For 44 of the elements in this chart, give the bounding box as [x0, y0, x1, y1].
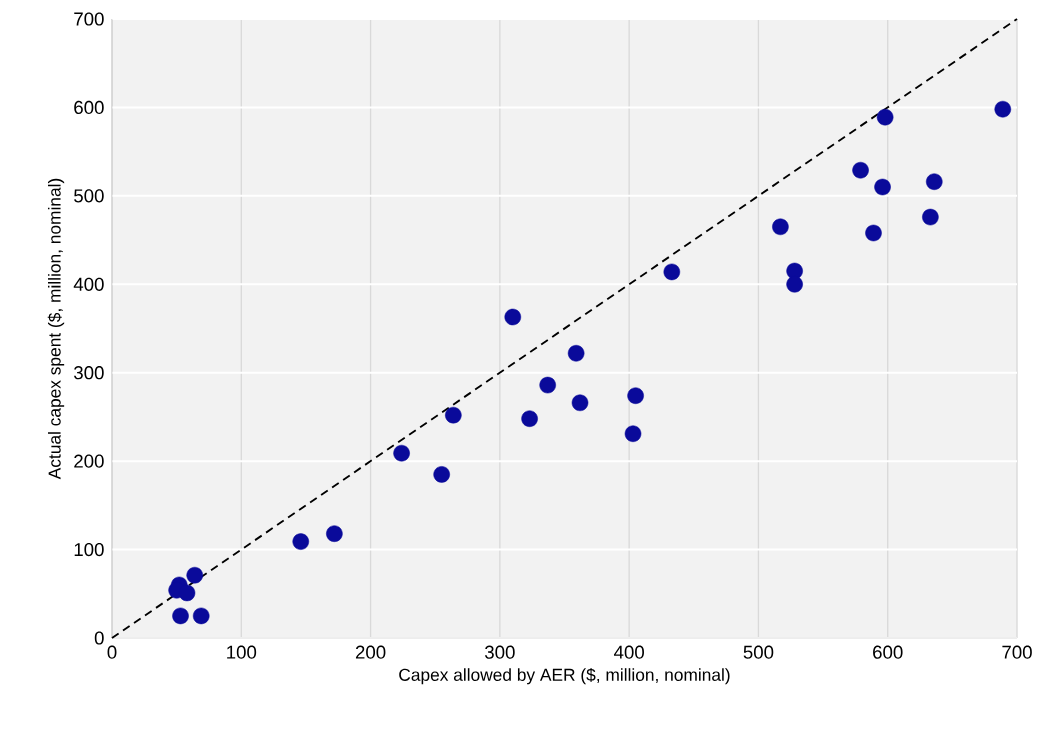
y-tick-label: 300 — [74, 366, 104, 380]
point — [186, 566, 204, 584]
point — [172, 607, 189, 625]
x-tick-label: 100 — [227, 645, 257, 659]
x-tick-label: 600 — [873, 645, 903, 659]
point — [433, 466, 450, 483]
x-axis-title: Capex allowed by AER ($, million, nominal) — [399, 667, 730, 685]
point — [393, 444, 410, 462]
point — [865, 224, 882, 242]
x-tick-label: 700 — [1002, 645, 1032, 659]
point — [539, 376, 556, 394]
x-tick-label: 400 — [613, 645, 644, 659]
point — [292, 533, 310, 550]
point — [504, 308, 522, 326]
point — [445, 406, 462, 424]
point — [786, 276, 803, 293]
point — [925, 173, 943, 190]
y-tick-label: 200 — [74, 454, 104, 468]
point — [874, 178, 891, 196]
point — [326, 525, 343, 542]
point — [852, 161, 869, 179]
point — [192, 607, 210, 625]
y-tick-label: 0 — [94, 631, 104, 645]
y-tick-label: 700 — [74, 12, 104, 26]
point — [922, 208, 939, 226]
x-tick-label: 300 — [485, 645, 515, 659]
y-tick-label: 500 — [74, 189, 104, 203]
x-tick-label: 200 — [355, 645, 386, 659]
point — [627, 387, 644, 404]
point — [772, 218, 789, 236]
point — [567, 344, 585, 362]
y-axis-title: Actual capex spent ($, million, nominal) — [47, 178, 65, 480]
y-tick-label: 400 — [73, 277, 104, 291]
y-tick-label: 600 — [74, 100, 104, 115]
y-tick-label: 100 — [74, 542, 104, 557]
point — [624, 425, 642, 442]
point — [178, 584, 196, 602]
point — [571, 394, 589, 412]
point — [663, 263, 681, 281]
x-tick-label: 500 — [743, 645, 774, 659]
point — [521, 410, 538, 427]
point — [876, 108, 894, 126]
x-tick-label: 0 — [107, 645, 117, 659]
point — [994, 100, 1012, 118]
